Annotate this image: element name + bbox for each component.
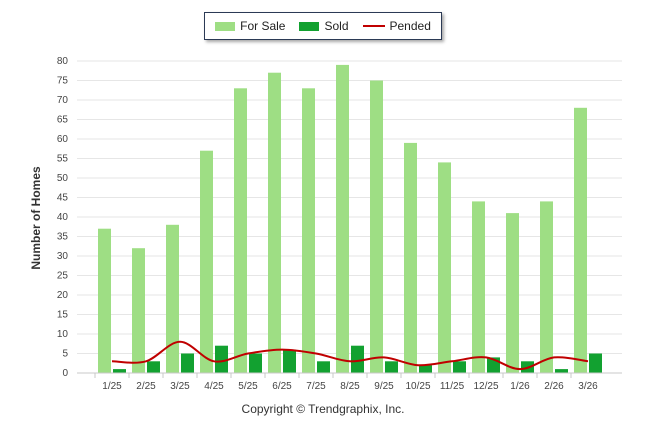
bar-sold[interactable]: [385, 361, 398, 373]
copyright-text: Copyright © Trendgraphix, Inc.: [241, 402, 405, 416]
y-tick-label: 50: [57, 173, 69, 184]
legend-item-sold[interactable]: Sold: [299, 19, 349, 33]
y-tick-label: 60: [57, 134, 69, 145]
y-tick-label: 30: [57, 251, 69, 262]
sold-swatch: [299, 21, 320, 31]
y-tick-label: 80: [57, 56, 69, 67]
y-tick-label: 65: [57, 115, 69, 126]
bar-sold[interactable]: [283, 349, 296, 373]
x-tick-label: 2/26: [544, 381, 564, 392]
pended-line[interactable]: [111, 340, 589, 371]
y-tick-label: 35: [57, 232, 69, 243]
bar-sold[interactable]: [147, 361, 160, 373]
axes: 0 5 10 15 20 25 30 35 40 45 50 55 60 65 70 75 80 1/25 2/25…: [57, 56, 622, 392]
bar-sold[interactable]: [215, 345, 228, 373]
x-tick-label: 5/25: [238, 381, 258, 392]
x-tick-label: 7/25: [306, 381, 326, 392]
bar-for-sale[interactable]: [472, 201, 485, 373]
x-tick-label: 3/25: [170, 381, 190, 392]
bar-sold[interactable]: [589, 353, 602, 374]
bar-sold[interactable]: [317, 361, 330, 373]
bar-for-sale[interactable]: [574, 107, 587, 374]
y-tick-label: 0: [62, 368, 68, 379]
legend-label-pended: Pended: [389, 19, 431, 33]
legend-label-for-sale: For Sale: [240, 19, 286, 33]
legend-item-pended[interactable]: Pended: [362, 19, 431, 33]
bar-for-sale[interactable]: [200, 150, 213, 373]
bar-sold[interactable]: [419, 365, 432, 373]
bar-for-sale[interactable]: [98, 228, 111, 373]
bar-sold[interactable]: [181, 353, 194, 374]
bar-for-sale[interactable]: [404, 142, 417, 373]
bar-for-sale[interactable]: [166, 224, 179, 373]
bar-for-sale[interactable]: [506, 213, 519, 373]
y-tick-label: 55: [57, 154, 69, 165]
legend-item-for-sale[interactable]: For Sale: [215, 19, 285, 33]
x-tick-label: 2/25: [136, 381, 156, 392]
bar-sold[interactable]: [249, 353, 262, 374]
x-tick-label: 10/25: [405, 381, 430, 392]
y-tick-label: 5: [62, 349, 68, 360]
y-tick-label: 70: [57, 95, 69, 106]
x-tick-label: 4/25: [204, 381, 224, 392]
bars: [98, 64, 602, 374]
bar-for-sale[interactable]: [438, 162, 451, 373]
y-tick-label: 40: [57, 212, 69, 223]
y-tick-label: 25: [57, 271, 69, 282]
x-tick-label: 12/25: [473, 381, 498, 392]
y-tick-label: 75: [57, 76, 69, 87]
bar-sold[interactable]: [555, 369, 568, 373]
y-axis-label: Number of Homes: [29, 166, 43, 270]
x-tick-label: 11/25: [440, 381, 465, 392]
bar-for-sale[interactable]: [302, 88, 315, 374]
y-tick-label: 45: [57, 193, 69, 204]
x-tick-label: 8/25: [340, 381, 360, 392]
y-tick-label: 20: [57, 290, 69, 301]
x-tick-label: 9/25: [374, 381, 394, 392]
bar-sold[interactable]: [453, 361, 466, 373]
bar-for-sale[interactable]: [268, 72, 281, 373]
pended-swatch: [362, 25, 385, 27]
x-tick-label: 1/26: [510, 381, 530, 392]
x-tick-label: 1/25: [102, 381, 122, 392]
x-tick-label: 6/25: [272, 381, 292, 392]
bar-for-sale[interactable]: [234, 88, 247, 374]
y-tick-label: 10: [57, 329, 69, 340]
legend: For Sale Sold Pended: [204, 12, 442, 40]
legend-label-sold: Sold: [324, 19, 349, 33]
x-tick-label: 3/26: [578, 381, 598, 392]
bar-for-sale[interactable]: [370, 80, 383, 374]
y-tick-label: 15: [57, 310, 69, 321]
bar-for-sale[interactable]: [336, 64, 349, 374]
pended-line-layer: [111, 340, 589, 371]
bar-sold[interactable]: [113, 369, 126, 373]
bar-for-sale[interactable]: [132, 248, 145, 373]
bar-for-sale[interactable]: [540, 201, 553, 373]
bar-sold[interactable]: [351, 345, 364, 373]
for-sale-swatch: [215, 21, 236, 31]
